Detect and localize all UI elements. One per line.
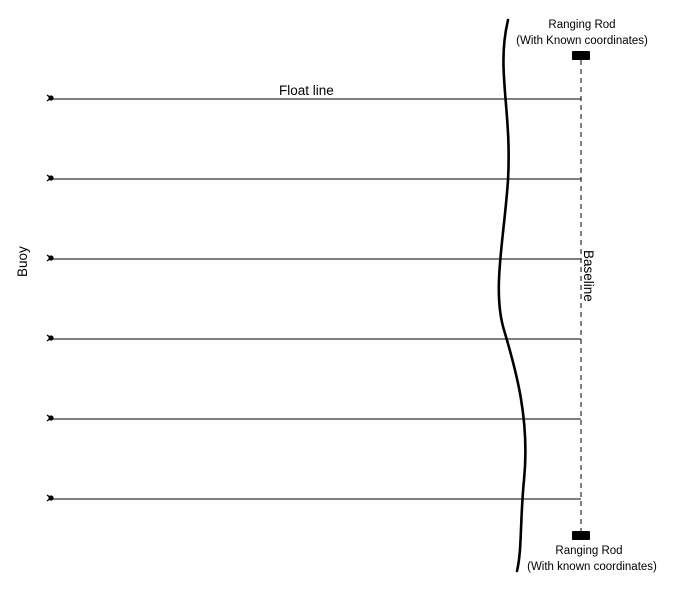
shoreline-curve — [497, 18, 527, 573]
buoy-marker-icon — [46, 414, 54, 422]
buoy-marker-icon — [46, 494, 54, 502]
top-ranging-rod-icon — [572, 51, 590, 60]
float-lines — [50, 98, 581, 500]
buoy-marker-icon — [46, 254, 54, 262]
top-rod-subtitle: (With Known coordinates) — [516, 35, 648, 47]
buoys — [46, 94, 54, 502]
bottom-rod-subtitle: (With known coordinates) — [527, 561, 657, 573]
float-line-label: Float line — [279, 83, 334, 98]
buoy-marker-icon — [46, 94, 54, 102]
buoy-label: Buoy — [15, 246, 30, 277]
buoy-marker-icon — [46, 334, 54, 342]
bottom-rod-title: Ranging Rod — [555, 545, 622, 557]
bottom-ranging-rod-icon — [572, 531, 590, 540]
baseline-label: Baseline — [581, 250, 596, 302]
top-rod-title: Ranging Rod — [548, 19, 615, 31]
buoy-marker-icon — [46, 174, 54, 182]
